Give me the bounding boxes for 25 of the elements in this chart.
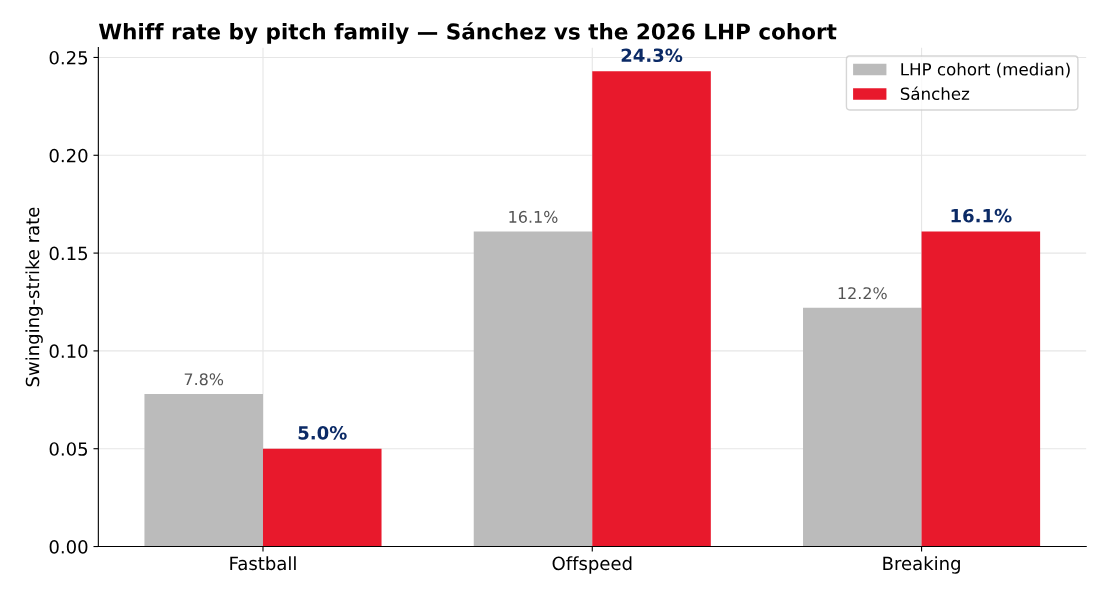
x-tick-label: Fastball <box>230 556 296 571</box>
legend-label: Sánchez <box>900 86 970 101</box>
bar <box>473 231 593 547</box>
bar <box>921 231 1041 547</box>
y-tick-label: 0.00 <box>49 539 88 554</box>
bar <box>144 393 263 547</box>
y-tick-label: 0.10 <box>49 344 88 359</box>
bar <box>262 448 382 547</box>
x-tick-label: Breaking <box>883 556 960 574</box>
legend-label: LHP cohort (median) <box>901 62 1070 78</box>
data-label: 24.3% <box>621 48 683 63</box>
chart-title: Whiff rate by pitch family — Sánchez vs the 2026 LHP cohort <box>98 22 837 44</box>
data-label: 5.0% <box>298 426 347 440</box>
y-tick-label: 0.25 <box>49 50 88 65</box>
x-tick-label: Offspeed <box>552 556 632 574</box>
bar <box>803 307 922 547</box>
y-tick-label: 0.15 <box>49 246 88 261</box>
y-tick-label: 0.05 <box>49 442 88 456</box>
data-label: 16.1% <box>951 208 1012 223</box>
y-axis-title: Swinging-strike rate <box>25 207 43 387</box>
data-label: 7.8% <box>184 373 224 386</box>
data-label: 16.1% <box>509 210 558 223</box>
data-label: 12.2% <box>838 287 887 300</box>
y-tick-label: 0.20 <box>49 148 88 163</box>
bar <box>592 71 711 547</box>
